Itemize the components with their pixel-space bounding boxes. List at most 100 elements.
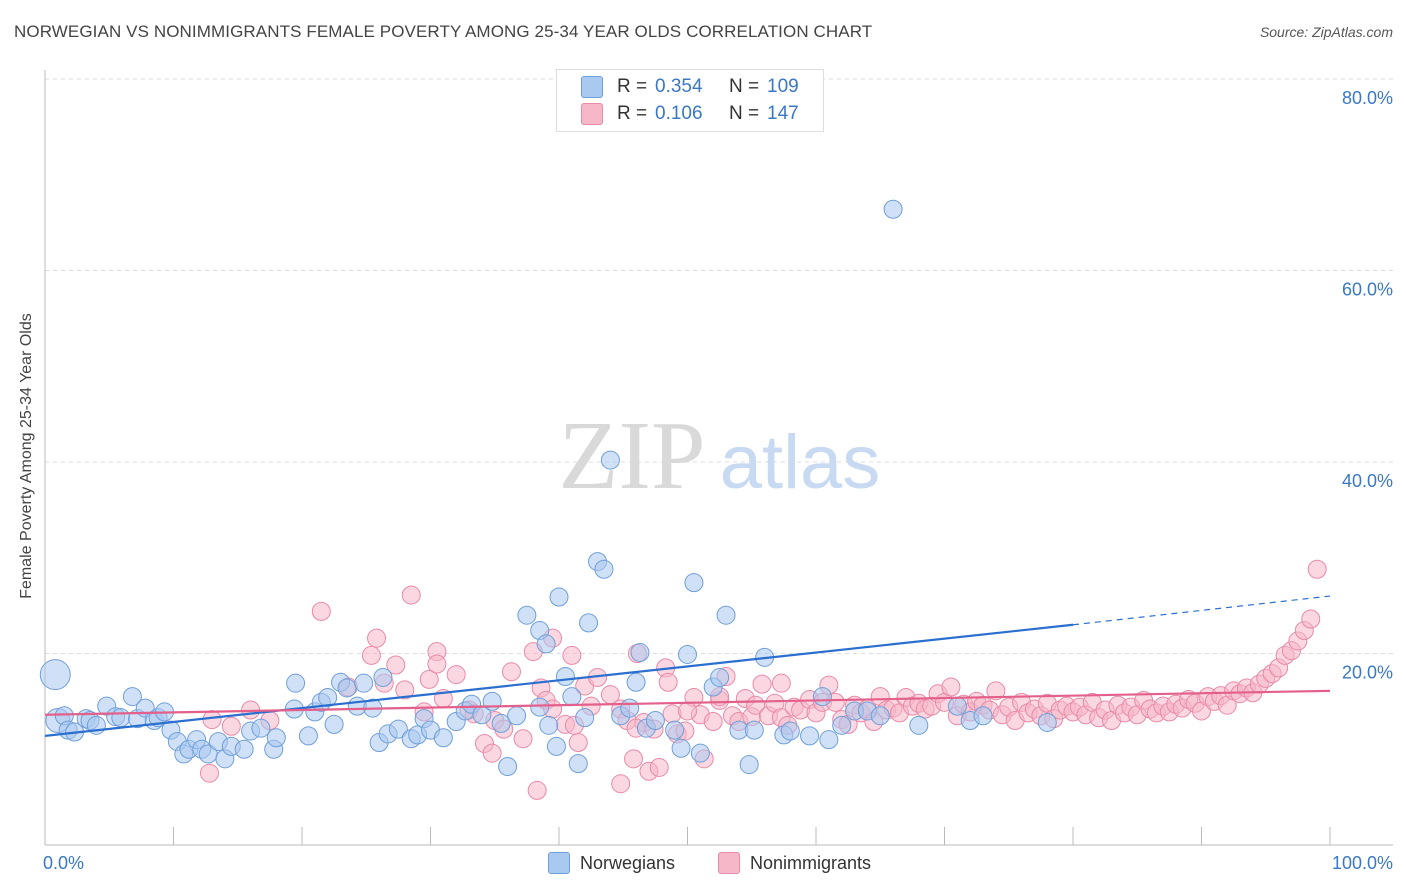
norwegians-point xyxy=(575,708,595,728)
series-legend-norwegians[interactable]: Norwegians xyxy=(548,852,675,874)
norwegians-point xyxy=(539,715,559,735)
correlation-legend: R = 0.354 N = 109 R = 0.106 N = 147 xyxy=(556,69,824,132)
tick-labels: 20.0% 40.0% 60.0% 80.0% 0.0% 100.0% xyxy=(43,88,1393,873)
norwegians-point xyxy=(324,714,344,734)
nonimmigrants-point xyxy=(568,733,588,753)
nonimmigrants-point xyxy=(361,645,381,665)
grid-lines xyxy=(45,78,1393,654)
norwegians-point xyxy=(234,739,254,759)
norwegians-point xyxy=(684,573,704,593)
norwegians-point xyxy=(594,559,614,579)
norwegians-point xyxy=(800,726,820,746)
nonimmigrants-point xyxy=(562,645,582,665)
norwegians-point xyxy=(690,743,710,763)
norwegians-trend-line xyxy=(44,623,1074,737)
norwegians-point xyxy=(744,720,764,740)
norwegians-point xyxy=(678,644,697,664)
norwegians-point xyxy=(39,659,71,691)
nonimmigrants-point xyxy=(427,654,447,674)
y-tick-label: 40.0% xyxy=(1342,471,1393,491)
nonimmigrants-point xyxy=(624,749,644,769)
norwegians-point xyxy=(536,634,556,654)
nonimmigrants-point xyxy=(311,601,331,621)
nonimmigrants-point xyxy=(658,672,678,692)
norwegians-point xyxy=(870,706,890,726)
norwegians-point xyxy=(973,706,993,726)
series-legend-nonimmigrants[interactable]: Nonimmigrants xyxy=(718,852,871,874)
nonimmigrants-point xyxy=(527,780,547,800)
nonimmigrants-point xyxy=(703,711,723,731)
norwegians-point xyxy=(530,697,550,717)
norwegians-point xyxy=(354,673,374,693)
norwegians-point xyxy=(373,667,393,687)
norwegians-point xyxy=(122,687,142,707)
x-tick-label-min: 0.0% xyxy=(43,853,84,873)
nonimmigrants-point xyxy=(1301,609,1321,629)
norwegians-point xyxy=(780,721,800,741)
norwegians-point xyxy=(546,736,566,756)
nonimmigrants-point xyxy=(941,677,961,697)
norwegians-point xyxy=(507,706,527,726)
norwegians-trend-extension xyxy=(1072,595,1331,626)
nonimmigrants-point xyxy=(221,716,241,736)
legend-n-value: 147 xyxy=(767,103,799,124)
nonimmigrants-point xyxy=(367,628,387,648)
y-tick-label: 80.0% xyxy=(1342,88,1393,108)
norwegians-point xyxy=(562,687,582,707)
norwegians-point xyxy=(517,605,537,625)
legend-n-value: 109 xyxy=(767,76,799,97)
norwegians-point xyxy=(251,718,271,738)
nonimmigrants-point xyxy=(419,669,439,689)
legend-r-label: R = xyxy=(617,103,648,124)
legend-r-value: 0.354 xyxy=(655,76,703,97)
norwegians-point xyxy=(600,450,620,470)
nonimmigrants-point xyxy=(662,704,682,724)
norwegians-point xyxy=(491,713,511,733)
norwegians-point xyxy=(832,715,852,735)
watermark-atlas: atlas xyxy=(720,420,881,505)
nonimmigrants-point xyxy=(649,757,669,777)
norwegians-point xyxy=(286,673,306,693)
nonimmigrants-point xyxy=(386,655,406,675)
norwegians-point xyxy=(819,730,839,750)
nonimmigrants-point xyxy=(513,729,533,749)
legend-row-norwegians: R = 0.354 N = 109 xyxy=(581,75,799,99)
norwegians-point xyxy=(626,672,646,692)
legend-n-label: N = xyxy=(729,103,760,124)
norwegians-point xyxy=(883,199,903,219)
norwegians-point xyxy=(739,755,759,775)
norwegians-point xyxy=(337,678,357,698)
nonimmigrants-trend-line xyxy=(44,689,1331,716)
nonimmigrants-point xyxy=(752,674,772,694)
nonimmigrants-point xyxy=(199,763,219,783)
norwegians-point xyxy=(579,613,599,633)
norwegians-point xyxy=(1037,712,1057,732)
series-legend-label: Norwegians xyxy=(580,852,676,873)
norwegians-point xyxy=(909,715,929,735)
norwegians-point xyxy=(665,720,685,740)
norwegians-point xyxy=(716,605,736,625)
x-tick-label-max: 100.0% xyxy=(1332,853,1393,873)
norwegians-point xyxy=(482,691,502,711)
norwegians-point xyxy=(433,728,453,748)
norwegians-point xyxy=(630,643,650,663)
norwegians-point xyxy=(555,666,575,686)
nonimmigrants-point xyxy=(446,665,466,685)
norwegians-point xyxy=(298,726,318,746)
norwegians-point xyxy=(671,738,691,758)
nonimmigrants-point xyxy=(986,681,1006,701)
legend-r-label: R = xyxy=(617,76,648,97)
norwegians-point xyxy=(568,754,588,774)
series-legend: Norwegians Nonimmigrants xyxy=(0,852,1406,876)
norwegians-point xyxy=(549,587,569,607)
y-tick-label: 20.0% xyxy=(1342,663,1393,683)
legend-swatch-norwegians xyxy=(581,76,603,98)
norwegians-point xyxy=(388,719,408,739)
nonimmigrants-point xyxy=(401,585,421,605)
source-label: Source: ZipAtlas.com xyxy=(1259,24,1393,40)
norwegians-point xyxy=(498,756,518,776)
chart-title: NORWEGIAN VS NONIMMIGRANTS FEMALE POVERT… xyxy=(14,22,873,41)
norwegians-point xyxy=(645,711,665,731)
norwegians-point xyxy=(947,696,967,716)
nonimmigrants-point xyxy=(1307,559,1327,579)
